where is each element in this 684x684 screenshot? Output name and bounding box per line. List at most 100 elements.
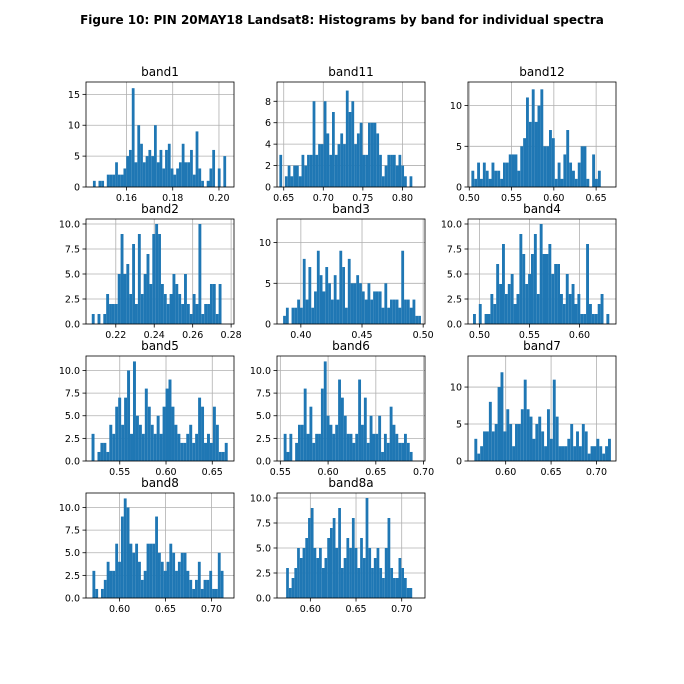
histogram-bar (474, 438, 478, 461)
histogram-bar (390, 154, 393, 187)
y-tick-label: 0.0 (256, 457, 271, 468)
histogram-bar (138, 561, 141, 598)
histogram-panel-band12: band12 0.50 0.55 0.60 0.65 0 5 10 (450, 65, 617, 204)
x-tick-label: 0.70 (201, 604, 222, 615)
y-tick-label: 10 (259, 238, 271, 249)
histogram-bar (152, 543, 156, 598)
histogram-bar (365, 154, 369, 187)
histogram-bars (473, 224, 610, 324)
histogram-bar (338, 379, 341, 461)
histogram-bar (401, 568, 404, 598)
histogram-bar (135, 543, 139, 598)
histogram-bar (390, 568, 394, 598)
histogram-bar (572, 170, 575, 187)
y-tick-label: 0 (265, 183, 271, 194)
histogram-bar (561, 446, 565, 461)
histogram-bar (286, 568, 289, 598)
x-tick-label: 0.70 (391, 604, 412, 615)
histogram-bar (565, 274, 569, 324)
histogram-bar (288, 588, 292, 598)
histogram-bar (595, 178, 598, 187)
histogram-bar (329, 154, 333, 187)
histogram-bar (517, 424, 521, 461)
histogram-bar (132, 361, 136, 461)
histogram-bar (543, 146, 547, 187)
histogram-bar (186, 570, 190, 598)
x-tick-label: 0.70 (413, 467, 434, 478)
histogram-bar (302, 548, 306, 598)
histogram-bar (520, 409, 524, 461)
histogram-bar (395, 299, 399, 324)
histogram-bars (279, 90, 413, 187)
histogram-bar (109, 304, 112, 324)
histogram-bar (283, 433, 287, 461)
histogram-bar (220, 570, 224, 598)
x-tick-label: 0.75 (352, 193, 373, 204)
histogram-bar (497, 387, 501, 461)
histogram-bar (100, 588, 104, 598)
x-tick-label: 0.55 (501, 193, 522, 204)
x-tick-label: 0.65 (586, 193, 607, 204)
y-tick-label: 7.5 (256, 519, 271, 530)
histogram-bar (197, 561, 201, 598)
histogram-bar (398, 558, 402, 598)
x-tick-label: 0.60 (543, 193, 564, 204)
histogram-bar (551, 138, 555, 187)
histogram-bar (127, 370, 131, 461)
histogram-bar (223, 156, 227, 187)
histogram-bar (349, 433, 353, 461)
histogram-bar (175, 284, 179, 324)
histogram-bar (157, 552, 161, 598)
histogram-bar (542, 254, 546, 324)
histogram-bar (297, 299, 300, 324)
histogram-bar (586, 244, 589, 324)
histogram-bar (221, 451, 225, 461)
histogram-bar (384, 283, 388, 324)
histogram-bar (149, 543, 153, 598)
histogram-bar (573, 446, 577, 461)
histogram-bar (378, 291, 382, 324)
histogram-bar (313, 548, 317, 598)
histogram-bar (502, 244, 505, 324)
histogram-bar (503, 162, 506, 187)
histogram-bar (346, 433, 350, 461)
axes-frame (276, 218, 426, 325)
histogram-bar (531, 254, 534, 324)
histogram-bar (195, 433, 199, 461)
x-tick-label: 0.24 (144, 330, 165, 341)
histogram-bar (218, 284, 222, 324)
histogram-bar (217, 168, 221, 187)
histogram-bar (352, 442, 356, 461)
y-tick-label: 10.0 (59, 220, 80, 231)
histogram-bar (321, 568, 325, 598)
histogram-bar (176, 168, 179, 187)
histogram-bar (375, 291, 379, 324)
histogram-bar (483, 431, 486, 461)
histogram-bar (198, 224, 202, 324)
histogram-bar (297, 548, 300, 598)
histogram-bar (409, 176, 413, 187)
histogram-bar (593, 446, 597, 461)
histogram-bar (212, 284, 216, 324)
histogram-bar (359, 122, 363, 187)
histogram-bar (340, 568, 344, 598)
histogram-bars (474, 372, 611, 461)
histogram-bar (348, 112, 352, 187)
panel-title: band8a (328, 476, 373, 490)
histogram-bar (365, 498, 369, 598)
histogram-bar (212, 149, 216, 187)
histogram-bar (209, 284, 213, 324)
histogram-bar (109, 424, 113, 461)
histogram-bar (218, 451, 222, 461)
histogram-bar (507, 284, 511, 324)
histogram-bar (168, 379, 172, 461)
histogram-bar (173, 174, 177, 187)
y-tick-label: 0.0 (65, 594, 80, 605)
histogram-bar (294, 568, 298, 598)
histogram-bar (557, 162, 561, 187)
histogram-bar (487, 314, 491, 324)
y-tick-label: 5.0 (256, 544, 271, 555)
histogram-bar (290, 176, 294, 187)
histogram-bar (353, 283, 357, 324)
y-tick-label: 5.0 (65, 411, 80, 422)
